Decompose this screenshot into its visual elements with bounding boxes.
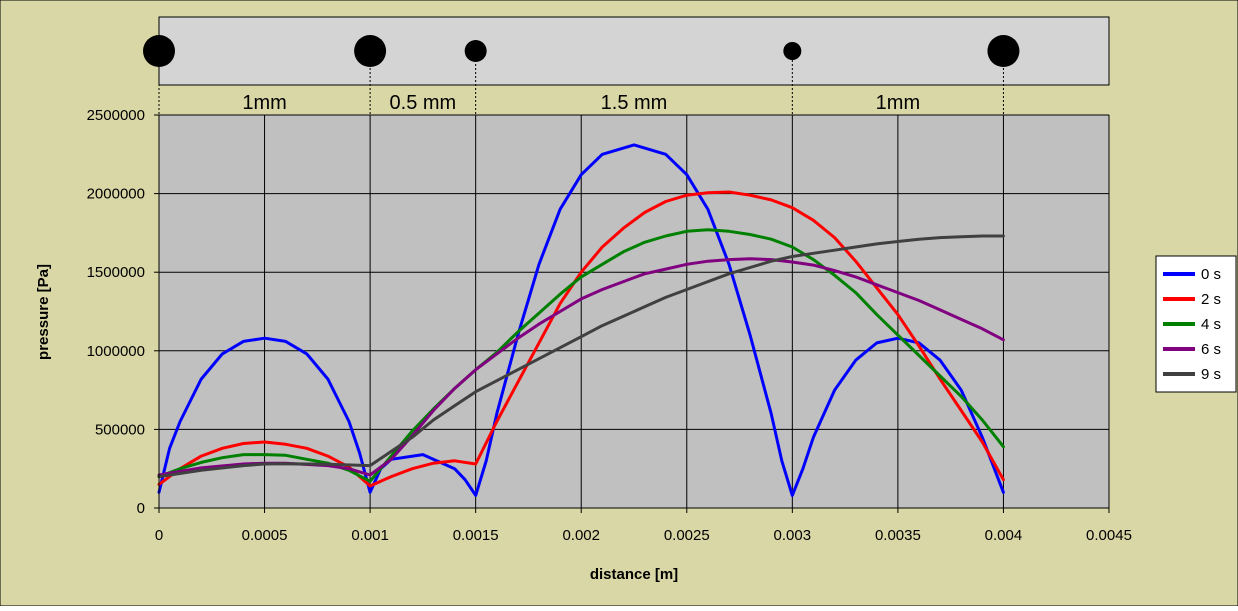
series-lines — [157, 143, 1005, 497]
series-line-4s — [157, 228, 1005, 483]
position-dots — [143, 35, 1020, 67]
x-tick-label: 0.003 — [774, 527, 812, 544]
y-tick-label: 2000000 — [87, 186, 145, 203]
y-tick-label: 500000 — [95, 421, 145, 438]
segment-label: 1.5 mm — [601, 92, 668, 114]
position-dot — [783, 42, 802, 60]
y-axis-label: pressure [Pa] — [35, 264, 52, 360]
legend: 0 s 2 s 4 s 6 s 9 s — [1163, 266, 1221, 383]
legend-label: 4 s — [1201, 316, 1221, 333]
marker-lines — [158, 52, 1004, 115]
series-line-0s — [157, 143, 1005, 497]
segment-labels: 1mm 0.5 mm 1.5 mm 1mm — [242, 92, 920, 114]
position-dot — [464, 40, 487, 62]
x-tick-label: 0.004 — [985, 527, 1023, 544]
x-tick-label: 0 — [155, 527, 163, 544]
x-tick-label: 0.0035 — [875, 527, 921, 544]
y-tick-label: 1000000 — [87, 343, 145, 360]
segment-label: 0.5 mm — [390, 92, 457, 114]
y-tick-label: 0 — [137, 500, 145, 517]
segment-label: 1mm — [876, 92, 920, 114]
position-dot — [987, 35, 1020, 67]
axis-ticks: 0 0.0005 0.001 0.0015 0.002 0.0025 0.003 0.0035… — [87, 107, 1132, 544]
legend-label: 9 s — [1201, 366, 1221, 383]
y-tick-label: 2500000 — [87, 107, 145, 124]
grid-lines — [159, 114, 1110, 508]
x-tick-label: 0.0005 — [242, 527, 288, 544]
y-tick-label: 1500000 — [87, 264, 145, 281]
top-annotation-bar — [158, 16, 1110, 86]
legend-label: 0 s — [1201, 266, 1221, 283]
series-line-9s — [157, 234, 1005, 479]
x-tick-label: 0.0025 — [664, 527, 710, 544]
x-tick-label: 0.002 — [562, 527, 600, 544]
x-tick-label: 0.0045 — [1086, 527, 1132, 544]
series-line-2s — [157, 190, 1005, 488]
series-line-6s — [157, 257, 1005, 477]
position-dot — [143, 35, 175, 67]
legend-label: 6 s — [1201, 341, 1221, 358]
position-dot — [354, 35, 387, 67]
segment-label: 1mm — [242, 92, 286, 114]
legend-label: 2 s — [1201, 291, 1221, 308]
x-tick-label: 0.001 — [351, 527, 389, 544]
x-axis-label: distance [m] — [590, 566, 678, 583]
x-tick-label: 0.0015 — [453, 527, 499, 544]
